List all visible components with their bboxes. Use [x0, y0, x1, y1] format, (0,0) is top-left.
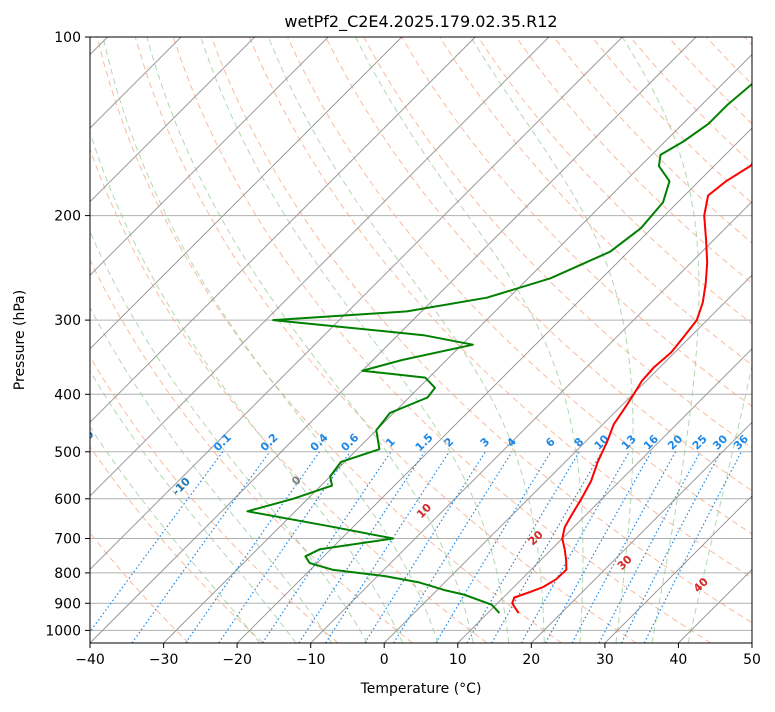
y-tick-label: 200 — [54, 209, 81, 225]
y-tick-label: 1000 — [45, 623, 81, 639]
x-tick-label: −20 — [222, 652, 252, 668]
x-tick-label: 20 — [522, 652, 540, 668]
x-tick-label: 30 — [596, 652, 614, 668]
x-tick-label: −40 — [75, 652, 105, 668]
chart-title: wetPf2_C2E4.2025.179.02.35.R12 — [284, 12, 557, 32]
y-tick-label: 900 — [54, 596, 81, 612]
x-tick-label: −30 — [149, 652, 179, 668]
y-tick-label: 600 — [54, 492, 81, 508]
y-tick-label: 400 — [54, 387, 81, 403]
y-tick-label: 100 — [54, 30, 81, 46]
y-tick-label: 700 — [54, 532, 81, 548]
x-tick-label: 40 — [669, 652, 687, 668]
y-tick-label: 500 — [54, 445, 81, 461]
x-tick-label: 0 — [380, 652, 389, 668]
y-axis-label: Pressure (hPa) — [12, 290, 28, 390]
x-tick-label: 50 — [743, 652, 761, 668]
y-tick-label: 800 — [54, 566, 81, 582]
x-tick-label: −10 — [296, 652, 326, 668]
x-tick-label: 10 — [449, 652, 467, 668]
x-axis-label: Temperature (°C) — [360, 681, 482, 697]
y-tick-label: 300 — [54, 313, 81, 329]
